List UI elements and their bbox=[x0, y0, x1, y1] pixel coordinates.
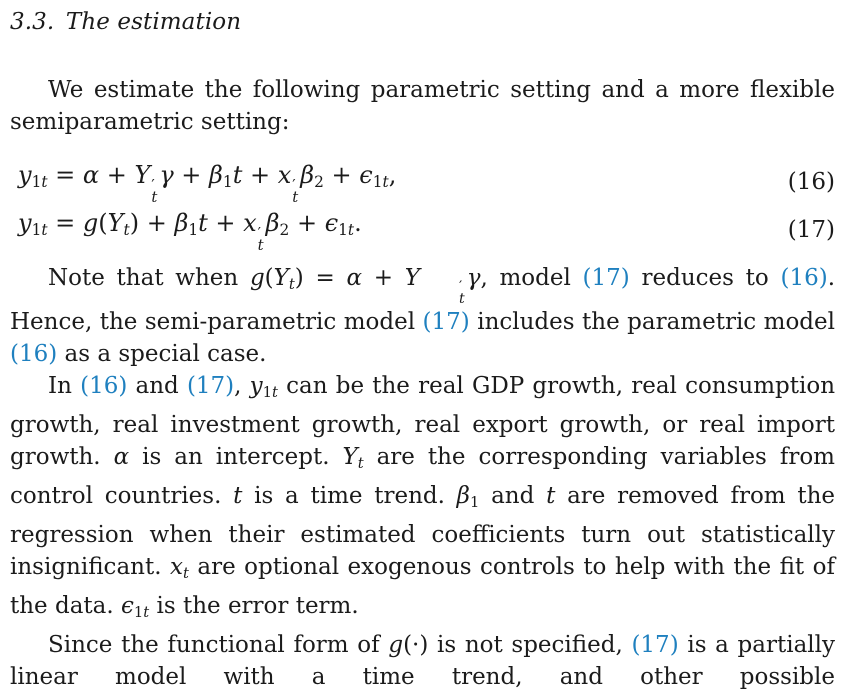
inline-math: t bbox=[233, 482, 243, 509]
equation-ref-link[interactable]: (16) bbox=[80, 372, 128, 399]
prime-subscript: ′ t bbox=[151, 175, 158, 206]
inline-math: g(·) bbox=[388, 631, 429, 658]
equation-ref-link[interactable]: (17) bbox=[186, 372, 235, 399]
paragraph-note: Note that when g(Yt) = α + Y ′ t γ, model (… bbox=[10, 265, 835, 367]
equation-16-expression: y1t = α + Y ′ t γ + β1t + x ′ t β2 + ϵ1t, bbox=[18, 160, 397, 206]
section-heading: 3.3. The estimation bbox=[10, 9, 242, 35]
inline-math: t bbox=[546, 482, 556, 509]
inline-math: ϵ1t bbox=[121, 592, 150, 621]
equation-17-expression: y1t = g(Yt) + β1t + x ′ t β2 + ϵ1t. bbox=[18, 208, 362, 254]
inline-math: g(Yt) = α + Y ′ t γ bbox=[249, 265, 481, 308]
inline-math: xt bbox=[170, 553, 189, 582]
equation-number-17: (17) bbox=[787, 217, 835, 243]
equation-block: y1t = α + Y ′ t γ + β1t + x ′ t β2 + ϵ1t, (16)… bbox=[10, 160, 835, 252]
inline-math: β1 bbox=[456, 482, 480, 511]
equation-number-16: (16) bbox=[787, 169, 835, 195]
inline-math: α bbox=[113, 443, 130, 470]
paragraph-intro: We estimate the following parametric set… bbox=[10, 77, 835, 135]
paragraph-since: Since the functional form of g(·) is not… bbox=[10, 631, 836, 690]
prime-subscript: ′ t bbox=[257, 223, 264, 254]
prime-subscript: ′ t bbox=[292, 175, 299, 206]
equation-ref-link[interactable]: (17) bbox=[582, 265, 630, 291]
equation-16: y1t = α + Y ′ t γ + β1t + x ′ t β2 + ϵ1t, (16) bbox=[18, 160, 835, 204]
equation-ref-link[interactable]: (17) bbox=[631, 631, 679, 658]
equation-ref-link[interactable]: (17) bbox=[422, 308, 470, 335]
inline-math: Yt bbox=[342, 443, 364, 472]
equation-ref-link[interactable]: (16) bbox=[10, 340, 58, 367]
paragraph-variables: In (16) and (17), y1t can be the real GD… bbox=[10, 372, 836, 621]
equation-17: y1t = g(Yt) + β1t + x ′ t β2 + ϵ1t. (17) bbox=[18, 208, 835, 252]
equation-ref-link[interactable]: (16) bbox=[780, 265, 828, 291]
inline-math: y1t bbox=[249, 372, 278, 401]
prime-subscript: ′ t bbox=[458, 279, 465, 308]
